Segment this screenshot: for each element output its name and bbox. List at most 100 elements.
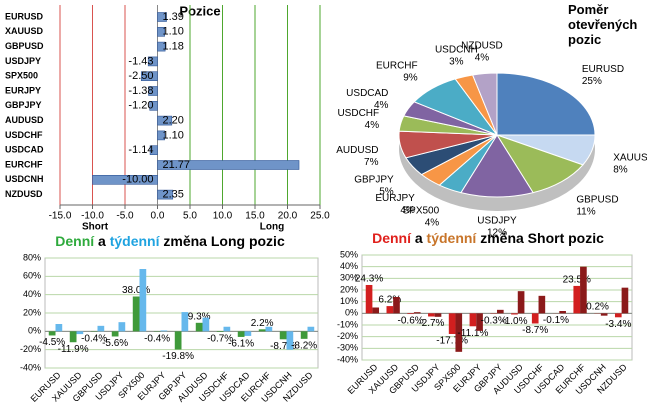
- y-tick-label: 10%: [340, 296, 358, 306]
- slice-label: EURCHF: [376, 61, 418, 72]
- value-label: -17.7%: [436, 336, 468, 347]
- y-tick-label: 20%: [340, 284, 358, 294]
- bar: [111, 331, 119, 337]
- pie-slice: [495, 134, 584, 194]
- bar: [118, 322, 126, 332]
- bar: [448, 313, 456, 334]
- slice-label: USDCHF: [337, 108, 379, 119]
- bar: [428, 313, 435, 317]
- value-label: -8.7%: [522, 325, 548, 336]
- bar: [258, 329, 266, 332]
- value-label: 1.39: [163, 11, 184, 23]
- bar: [307, 326, 315, 332]
- bar: [132, 296, 140, 332]
- bar: [160, 330, 168, 332]
- value-label: -8.7%: [270, 341, 296, 352]
- bar: [157, 115, 173, 126]
- x-tick-label: -5.0: [116, 211, 134, 222]
- value-label: -0.3%: [481, 315, 507, 326]
- slice-value: 25%: [582, 76, 602, 87]
- value-label: -2.7%: [418, 318, 444, 329]
- bar: [195, 322, 203, 332]
- value-label: 0.2%: [586, 302, 609, 313]
- value-label: 24.3%: [355, 274, 383, 285]
- value-label: -0.4%: [81, 333, 107, 344]
- slice-label: USDCNH: [435, 45, 478, 56]
- x-tick-label: 25.0: [310, 211, 330, 222]
- category-label: EURJPY: [5, 85, 41, 95]
- value-label: -1.38: [128, 85, 153, 97]
- slice-label: EURJPY: [375, 193, 415, 204]
- bar: [286, 331, 294, 350]
- value-label: 38.0%: [122, 285, 150, 296]
- y-tick-label: -10%: [337, 319, 358, 329]
- category-label: USDJPY: [5, 56, 41, 66]
- x-tick-label: 20.0: [278, 211, 298, 222]
- value-label: -6.1%: [228, 339, 254, 350]
- bar: [147, 56, 158, 67]
- value-label: -1.43: [128, 55, 153, 67]
- slice-value: 11%: [576, 207, 595, 218]
- slice-label: GBPJPY: [354, 174, 394, 185]
- slice-label: XAUUSD: [613, 153, 647, 164]
- slice-label: NZDUSD: [461, 40, 503, 51]
- bar: [237, 331, 245, 337]
- slice-value: 7%: [364, 157, 379, 168]
- y-tick-label: -30%: [337, 343, 358, 353]
- bar: [413, 312, 421, 314]
- bar: [149, 101, 158, 111]
- value-label: -1.0%: [501, 316, 527, 327]
- category-label: AUDUSD: [5, 115, 44, 125]
- bar: [580, 266, 587, 314]
- bar: [244, 331, 252, 336]
- value-label: -0.7%: [207, 334, 233, 345]
- bar: [149, 145, 158, 155]
- value-label: -0.4%: [144, 333, 170, 344]
- x-tick-label: -15.0: [49, 211, 72, 222]
- bar: [517, 291, 525, 314]
- slice-value: 8%: [613, 165, 628, 176]
- bar: [372, 307, 380, 314]
- y-tick-label: -40%: [337, 354, 358, 364]
- pie-slice: [460, 134, 534, 198]
- bar: [265, 326, 273, 332]
- value-label: -19.8%: [162, 351, 194, 362]
- slice-label: USDCAD: [346, 88, 388, 99]
- x-tick-label: 10.0: [213, 211, 233, 222]
- bar: [97, 325, 105, 332]
- slice-label: USDJPY: [477, 216, 517, 227]
- slice-value: 4%: [425, 217, 440, 228]
- value-label: 23.5%: [563, 275, 591, 286]
- category-label: XAUUSD: [5, 26, 44, 36]
- bar: [174, 331, 182, 350]
- bar: [157, 41, 166, 52]
- value-label: -0.6%: [398, 316, 424, 327]
- y-tick-label: 40%: [23, 289, 41, 299]
- bar: [407, 313, 414, 315]
- bar: [476, 313, 483, 331]
- chart-title: Denní a týdenní změna Long pozic: [55, 233, 285, 249]
- y-tick-label: 20%: [23, 307, 41, 317]
- bar: [139, 269, 147, 332]
- bar: [157, 130, 165, 141]
- bar: [300, 331, 308, 339]
- value-label: -0.1%: [543, 315, 569, 326]
- value-label: 2.20: [163, 115, 184, 127]
- slice-value: 4%: [365, 120, 380, 131]
- y-tick-label: 60%: [23, 271, 41, 281]
- value-label: -4.5%: [39, 337, 65, 348]
- bar: [531, 313, 539, 324]
- bar: [511, 313, 518, 315]
- x-tick-label: 0.0: [151, 211, 165, 222]
- slice-value: 4%: [475, 52, 490, 63]
- bar: [279, 331, 287, 340]
- title-part: a: [98, 233, 106, 249]
- value-label: -11.1%: [457, 328, 488, 339]
- bar: [76, 331, 84, 335]
- category-label: EURUSD: [5, 11, 44, 21]
- slice-label: GBPUSD: [576, 195, 618, 206]
- slice-label: EURUSD: [582, 64, 624, 75]
- value-label: 1.10: [163, 129, 184, 141]
- bar: [181, 312, 189, 332]
